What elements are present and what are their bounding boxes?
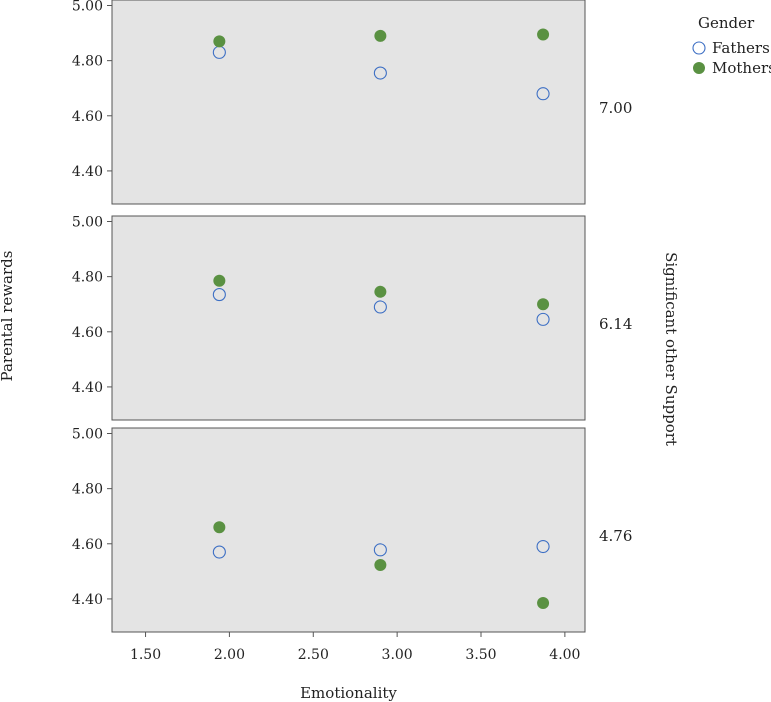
point-fathers-panel-2 xyxy=(212,288,226,302)
y-axis-label: Parental rewards xyxy=(0,251,16,382)
panel-2-background xyxy=(111,215,586,421)
panel-3-label: 4.76 xyxy=(599,527,632,545)
panel-1-y-tick-label: 5.00 xyxy=(72,0,103,15)
panel-1-y-tick-label: 4.40 xyxy=(72,164,103,180)
point-mothers-panel-2 xyxy=(374,285,387,298)
point-fathers-panel-2 xyxy=(373,300,387,314)
point-mothers-panel-2 xyxy=(213,274,226,287)
legend-marker-fathers xyxy=(692,41,706,55)
point-fathers-panel-1 xyxy=(373,66,387,80)
point-fathers-panel-3 xyxy=(212,545,226,559)
point-mothers-panel-3 xyxy=(374,559,387,572)
panel-3-background xyxy=(111,427,586,633)
point-mothers-panel-1 xyxy=(374,29,387,42)
point-fathers-panel-1 xyxy=(536,87,550,101)
panel-2-y-tick-label: 4.80 xyxy=(72,270,103,286)
panel-1-background xyxy=(111,0,586,205)
x-tick-label: 1.50 xyxy=(130,647,161,663)
legend-marker-mothers xyxy=(693,62,705,74)
x-tick-label: 3.00 xyxy=(382,647,413,663)
panel-3-y-tick-label: 4.60 xyxy=(72,537,103,553)
point-fathers-panel-3 xyxy=(373,543,387,557)
panel-1-y-tick-label: 4.60 xyxy=(72,109,103,125)
panel-2-y-tick-label: 5.00 xyxy=(72,215,103,231)
panel-3-y-tick-label: 4.80 xyxy=(72,482,103,498)
point-mothers-panel-2 xyxy=(537,298,550,311)
panel-1-label: 7.00 xyxy=(599,99,632,117)
x-tick-label: 2.50 xyxy=(298,647,329,663)
x-tick-label: 4.00 xyxy=(549,647,580,663)
x-tick-label: 3.50 xyxy=(465,647,496,663)
x-axis-label: Emotionality xyxy=(300,684,397,702)
panel-2-y-tick-label: 4.40 xyxy=(72,380,103,396)
point-mothers-panel-3 xyxy=(537,597,550,610)
legend-entry-mothers: Mothers xyxy=(712,59,771,77)
legend-title: Gender xyxy=(698,14,755,32)
facet-axis-label: Significant other Support xyxy=(662,252,680,446)
panel-1-y-tick-label: 4.80 xyxy=(72,54,103,70)
legend-entry-fathers: Fathers xyxy=(712,39,770,57)
panel-3-y-tick-label: 4.40 xyxy=(72,592,103,608)
point-fathers-panel-3 xyxy=(536,539,550,554)
x-tick-label: 2.00 xyxy=(214,647,245,663)
point-fathers-panel-2 xyxy=(536,312,550,326)
point-mothers-panel-1 xyxy=(213,35,226,48)
point-mothers-panel-1 xyxy=(537,28,550,41)
panel-2-label: 6.14 xyxy=(599,315,632,333)
point-mothers-panel-3 xyxy=(213,521,226,534)
panel-3-y-tick-label: 5.00 xyxy=(72,427,103,443)
panel-2-y-tick-label: 4.60 xyxy=(72,325,103,341)
